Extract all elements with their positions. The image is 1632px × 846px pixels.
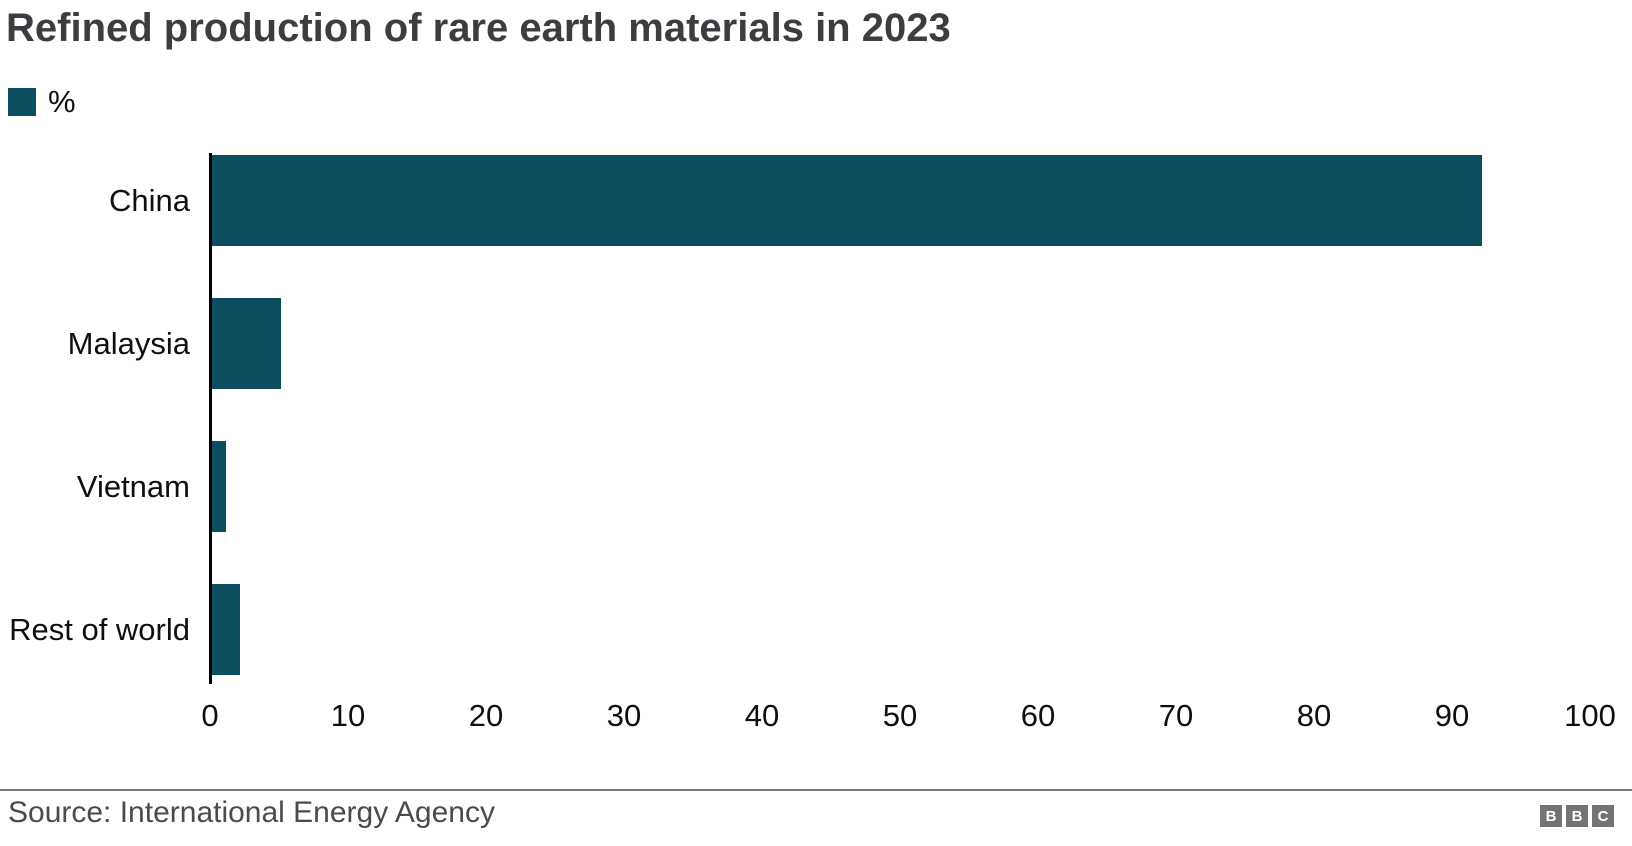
x-tick-label-40: 40 (744, 698, 780, 733)
x-axis-tick-labels: 0 10 20 30 40 50 60 70 80 90 100 (0, 698, 1632, 744)
y-axis-baseline (209, 153, 212, 684)
category-label-rest-of-world: Rest of world (9, 611, 190, 647)
x-tick-label-20: 20 (468, 698, 504, 733)
bar-china (212, 155, 1482, 246)
legend: % (8, 86, 76, 117)
plot-area: China Malaysia Vietnam Rest of world (0, 153, 1632, 684)
chart-title: Refined production of rare earth materia… (6, 6, 951, 50)
x-tick-label-70: 70 (1158, 698, 1194, 733)
category-label-malaysia: Malaysia (67, 325, 190, 361)
footer-divider (0, 789, 1632, 791)
x-tick-label-0: 0 (201, 698, 219, 733)
x-tick-label-50: 50 (882, 698, 918, 733)
legend-swatch-icon (8, 87, 36, 116)
category-label-vietnam: Vietnam (76, 468, 190, 504)
bbc-logo-block-2: B (1566, 805, 1588, 827)
x-tick-label-100: 100 (1564, 698, 1616, 733)
bbc-logo-block-1: B (1540, 805, 1562, 827)
legend-label: % (48, 84, 76, 119)
x-tick-label-10: 10 (330, 698, 366, 733)
source-attribution: Source: International Energy Agency (8, 796, 495, 829)
bbc-logo-block-3: C (1592, 805, 1614, 827)
bar-vietnam (212, 441, 226, 532)
x-tick-label-60: 60 (1020, 698, 1056, 733)
x-tick-label-30: 30 (606, 698, 642, 733)
bar-malaysia (212, 298, 281, 389)
bar-rest-of-world (212, 584, 240, 675)
x-tick-label-80: 80 (1296, 698, 1332, 733)
category-label-china: China (109, 182, 190, 218)
x-tick-label-90: 90 (1434, 698, 1470, 733)
